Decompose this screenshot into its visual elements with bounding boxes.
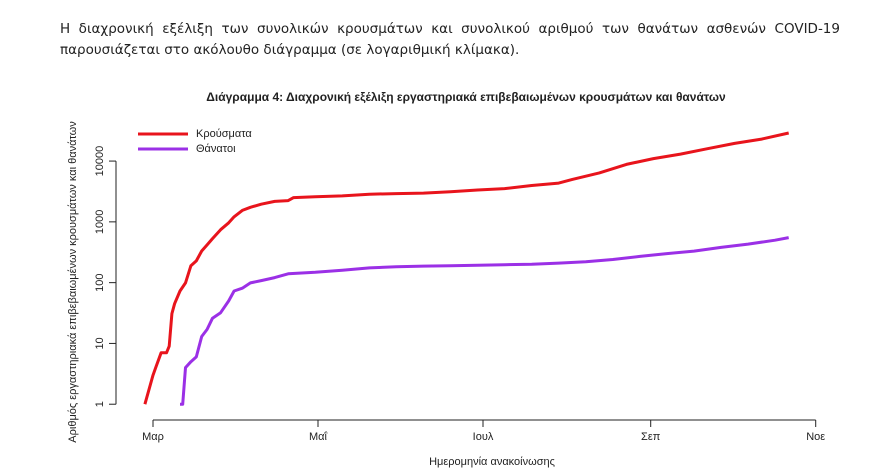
legend-label: Κρούσματα xyxy=(196,128,252,140)
intro-paragraph: Η διαχρονική εξέλιξη των συνολικών κρουσ… xyxy=(60,21,840,58)
y-axis-label: Αριθμός εργαστηριακά επιβεβαιωμένων κρου… xyxy=(67,121,79,443)
y-tick-label: 1000 xyxy=(94,210,106,234)
chart-title: Διάγραμμα 4: Διαχρονική εξέλιξη εργαστηρ… xyxy=(206,90,726,104)
x-axis-label: Ημερομηνία ανακοίνωσης xyxy=(429,456,555,468)
y-tick-label: 10 xyxy=(94,337,106,349)
y-tick-label: 1 xyxy=(94,401,106,407)
series-line xyxy=(143,131,790,405)
legend-label: Θάνατοι xyxy=(196,143,236,155)
y-tick-label: 100 xyxy=(94,273,106,291)
x-tick-label: Ιουλ xyxy=(473,431,494,443)
x-tick-label: Μαρ xyxy=(142,431,164,443)
x-tick-label: Νοε xyxy=(806,431,825,443)
x-tick-label: Σεπ xyxy=(641,431,661,443)
y-tick-label: 10000 xyxy=(94,146,106,177)
series-line xyxy=(180,236,789,406)
x-tick-label: Μαΐ xyxy=(309,431,328,443)
